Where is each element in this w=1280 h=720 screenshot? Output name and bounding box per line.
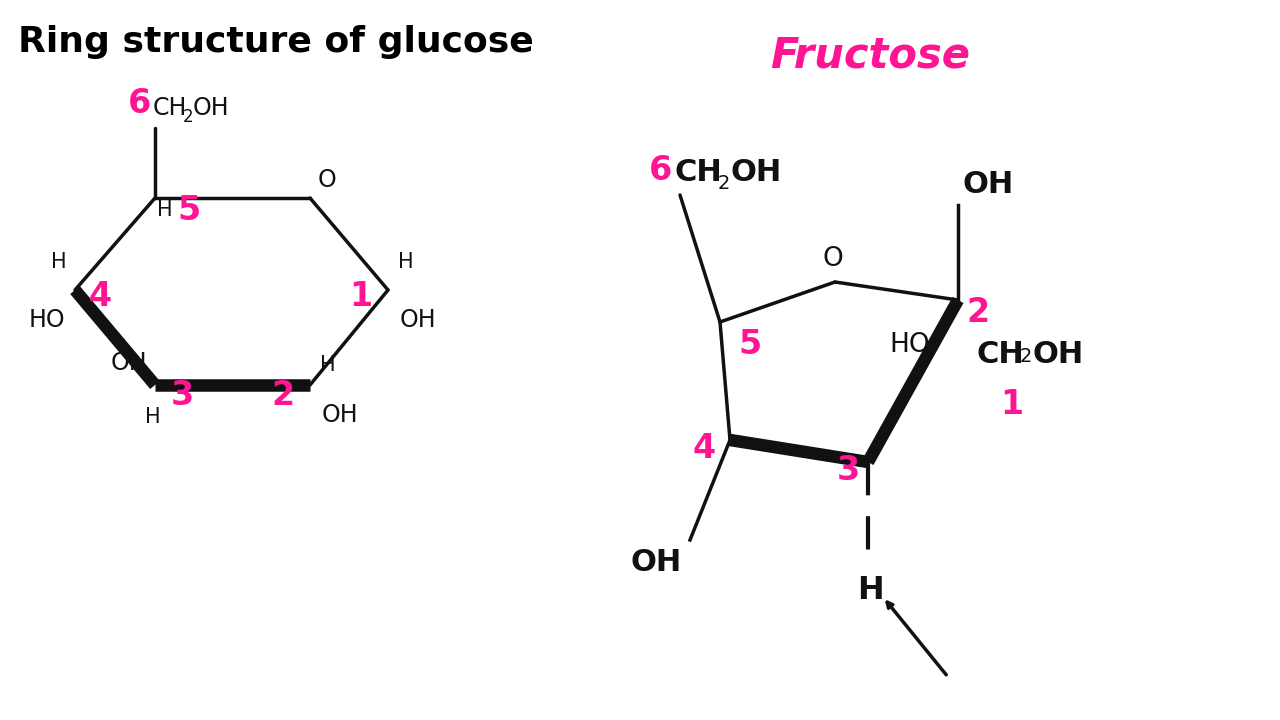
Text: Ring structure of glucose: Ring structure of glucose bbox=[18, 25, 534, 59]
Text: H: H bbox=[145, 407, 161, 427]
Text: HO: HO bbox=[890, 332, 931, 358]
Text: H: H bbox=[157, 200, 173, 220]
Text: OH: OH bbox=[399, 308, 436, 332]
Text: CH: CH bbox=[977, 340, 1024, 369]
Text: 3: 3 bbox=[172, 379, 195, 412]
Text: 4: 4 bbox=[90, 280, 113, 313]
Text: 6: 6 bbox=[128, 87, 151, 120]
Text: 4: 4 bbox=[692, 432, 716, 465]
Text: CH: CH bbox=[675, 158, 723, 187]
Text: 3: 3 bbox=[837, 454, 860, 487]
Text: 2: 2 bbox=[271, 379, 294, 412]
Text: 5: 5 bbox=[177, 194, 200, 227]
Text: OH: OH bbox=[631, 548, 682, 577]
Text: 2: 2 bbox=[966, 296, 989, 329]
Text: HO: HO bbox=[28, 308, 65, 332]
Text: OH: OH bbox=[1032, 340, 1083, 369]
Text: 1: 1 bbox=[349, 280, 372, 313]
Text: 2: 2 bbox=[183, 108, 193, 126]
Text: 2: 2 bbox=[1020, 347, 1033, 366]
Text: 6: 6 bbox=[649, 154, 672, 187]
Text: Fructose: Fructose bbox=[771, 34, 970, 76]
Text: OH: OH bbox=[110, 351, 147, 375]
Text: CH: CH bbox=[154, 96, 187, 120]
Text: 2: 2 bbox=[718, 174, 731, 193]
Text: H: H bbox=[856, 575, 883, 606]
Text: H: H bbox=[320, 355, 335, 375]
Text: H: H bbox=[51, 252, 67, 272]
Text: OH: OH bbox=[323, 403, 358, 427]
Text: OH: OH bbox=[193, 96, 229, 120]
Text: O: O bbox=[823, 246, 844, 272]
Text: O: O bbox=[317, 168, 337, 192]
Text: 1: 1 bbox=[1000, 388, 1023, 421]
Text: OH: OH bbox=[963, 170, 1014, 199]
Text: H: H bbox=[398, 252, 413, 272]
Text: 5: 5 bbox=[739, 328, 762, 361]
Text: OH: OH bbox=[730, 158, 781, 187]
